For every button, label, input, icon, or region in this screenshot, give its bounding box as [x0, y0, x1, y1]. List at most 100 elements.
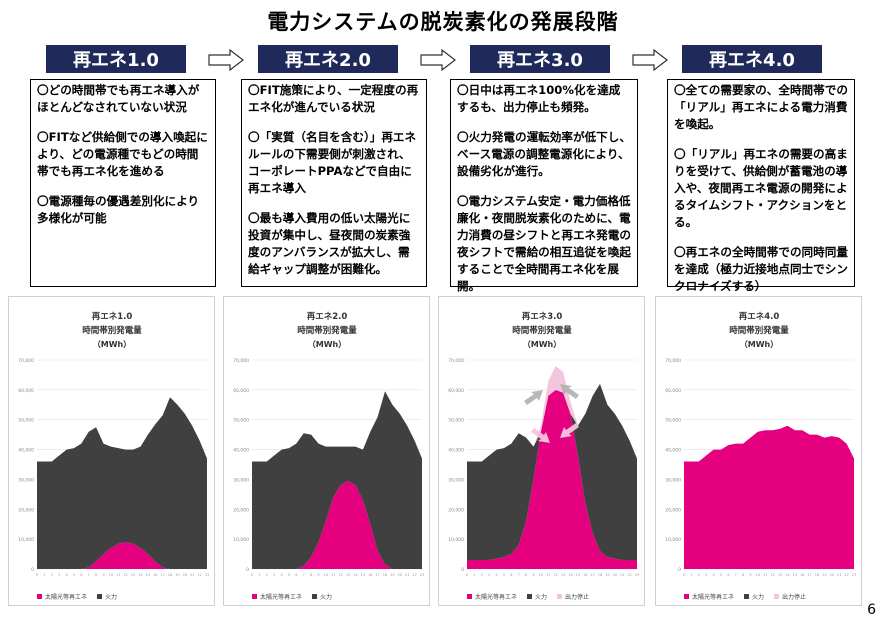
x-tick-label: 4 [495, 573, 498, 577]
area-chart: 再エネ4.0 時間帯別発電量 （MWh） 0 10,000 20,000 30,000 40,… [665, 311, 856, 601]
y-tick-label: 50,000 [18, 418, 34, 424]
chart-unit: （MWh） [93, 339, 131, 349]
x-tick-label: 5 [503, 573, 505, 577]
legend-label: 火力 [105, 593, 117, 601]
stage-description-3: 〇日中は再エネ100%化を達成するも、出力停止も頻発。 〇火力発電の運転効率が低… [450, 79, 638, 293]
y-tick-label: 30,000 [18, 477, 34, 483]
legend-swatch [37, 594, 42, 599]
x-tick-label: 6 [295, 573, 297, 577]
x-tick-label: 11 [763, 573, 767, 577]
x-tick-label: 16 [153, 573, 157, 577]
legend-label: 太陽光等再エネ [260, 593, 302, 601]
x-tick-label: 23 [205, 573, 209, 577]
chart-subtitle: 時間帯別発電量 [729, 325, 789, 336]
chart-title: 再エネ2.0 [307, 311, 348, 322]
x-tick-label: 15 [576, 573, 580, 577]
x-tick-label: 6 [80, 573, 82, 577]
x-tick-label: 1 [258, 573, 260, 577]
stage-description-2: 〇FIT施策により、一定程度の再エネ化が進んでいる状況 〇「実質（名目を含む）」… [241, 79, 427, 287]
chart-title: 再エネ1.0 [92, 311, 133, 322]
x-tick-label: 10 [539, 573, 543, 577]
stage-3-paragraph: 〇電力システム安定・電力価格低廉化・夜間脱炭素化のために、電力消費の昼シフトと再… [457, 194, 631, 293]
chart-unit: （MWh） [523, 339, 561, 349]
stage-2-paragraph: 〇FIT施策により、一定程度の再エネ化が進んでいる状況 [248, 83, 419, 114]
x-tick-label: 14 [138, 573, 143, 577]
x-tick-label: 8 [525, 573, 527, 577]
x-tick-label: 2 [481, 573, 483, 577]
chart-title: 再エネ4.0 [739, 311, 780, 322]
y-tick-label: 0 [461, 567, 464, 573]
x-tick-label: 2 [266, 573, 268, 577]
x-tick-label: 13 [131, 573, 135, 577]
stage-1-paragraph: 〇どの時間帯でも再エネ導入がほとんどなされていない状況 [37, 83, 200, 114]
stage-description-4: 〇全ての需要家の、全時間帯での「リアル」再エネによる電力消費を喚起。 〇「リアル… [667, 79, 855, 293]
legend-label: 太陽光等再エネ [45, 593, 87, 601]
legend-swatch [252, 594, 257, 599]
page-title: 電力システムの脱炭素化の発展段階 [267, 10, 619, 34]
legend-swatch [744, 594, 749, 599]
stage-label-1: 再エネ1.0 [46, 45, 186, 73]
x-tick-label: 15 [361, 573, 365, 577]
x-tick-label: 22 [197, 573, 201, 577]
legend-label: 火力 [752, 593, 764, 601]
x-tick-label: 17 [807, 573, 811, 577]
x-tick-label: 22 [844, 573, 848, 577]
stage-2-paragraph: 〇最も導入費用の低い太陽光に投資が集中し、昼夜間の炭素強度のアンバランスが拡大し… [248, 211, 411, 276]
x-tick-label: 22 [627, 573, 631, 577]
x-tick-label: 1 [473, 573, 475, 577]
x-tick-label: 17 [590, 573, 594, 577]
y-tick-label: 70,000 [665, 358, 681, 364]
y-tick-label: 70,000 [233, 358, 249, 364]
y-tick-label: 10,000 [448, 537, 464, 543]
x-tick-label: 14 [785, 573, 790, 577]
y-tick-label: 40,000 [18, 448, 34, 454]
x-tick-label: 17 [375, 573, 379, 577]
area-chart: 再エネ2.0 時間帯別発電量 （MWh） 0 10,000 20,000 30,000 40,… [233, 311, 424, 601]
x-tick-label: 12 [770, 573, 774, 577]
x-tick-label: 13 [778, 573, 782, 577]
page-number: 6 [867, 602, 876, 618]
y-tick-label: 50,000 [448, 418, 464, 424]
stage-4-paragraph: 〇「リアル」再エネの需要の高まりを受けて、供給側が蓄電池の導入や、夜間再エネ電源… [674, 147, 848, 229]
area-chart: 再エネ1.0 時間帯別発電量 （MWh） 0 10,000 20,000 30,000 40,… [18, 311, 209, 601]
y-tick-label: 10,000 [18, 537, 34, 543]
x-tick-label: 11 [331, 573, 335, 577]
y-tick-label: 10,000 [233, 537, 249, 543]
legend-swatch [774, 594, 779, 599]
y-tick-label: 40,000 [448, 448, 464, 454]
x-tick-label: 21 [620, 573, 624, 577]
stage-description-1: 〇どの時間帯でも再エネ導入がほとんどなされていない状況 〇FITなど供給側での導… [30, 79, 216, 287]
right-arrow-icon [420, 49, 456, 71]
y-tick-label: 20,000 [233, 507, 249, 513]
stage-2-paragraph: 〇「実質（名目を含む）」再エネルールの下需要側が刺激され、コーポレートPPAなど… [248, 130, 417, 195]
x-tick-label: 18 [383, 573, 387, 577]
y-tick-label: 30,000 [665, 477, 681, 483]
x-tick-label: 1 [43, 573, 45, 577]
legend-label: 太陽光等再エネ [475, 593, 517, 601]
series-area-太陽光等再エネ [252, 480, 422, 569]
series-area-火力 [252, 391, 422, 569]
x-tick-label: 4 [712, 573, 715, 577]
x-tick-label: 12 [123, 573, 127, 577]
x-tick-label: 16 [368, 573, 372, 577]
chart-title: 再エネ3.0 [522, 311, 563, 322]
stage-4-paragraph: 〇再エネの全時間帯での同時同量を達成（極力近接地点同士でシンクロナイズする） [674, 245, 848, 293]
legend-label: 火力 [320, 593, 332, 601]
y-tick-label: 30,000 [233, 477, 249, 483]
x-tick-label: 14 [353, 573, 358, 577]
x-tick-label: 8 [742, 573, 744, 577]
stage-3-paragraph: 〇火力発電の運転効率が低下し、ベース電源の調整電源化により、設備劣化が進行。 [457, 130, 631, 178]
x-tick-label: 1 [690, 573, 692, 577]
x-tick-label: 19 [175, 573, 179, 577]
series-area-太陽光等再エネ [37, 542, 207, 569]
x-tick-label: 4 [65, 573, 68, 577]
stage-label-4: 再エネ4.0 [682, 45, 822, 73]
x-tick-label: 3 [488, 573, 490, 577]
x-tick-label: 23 [420, 573, 424, 577]
chart-unit: （MWh） [740, 339, 778, 349]
x-tick-label: 3 [273, 573, 275, 577]
x-tick-label: 18 [598, 573, 602, 577]
y-tick-label: 20,000 [448, 507, 464, 513]
arrow-icon [560, 423, 579, 438]
curtailment-arrows [524, 384, 579, 443]
